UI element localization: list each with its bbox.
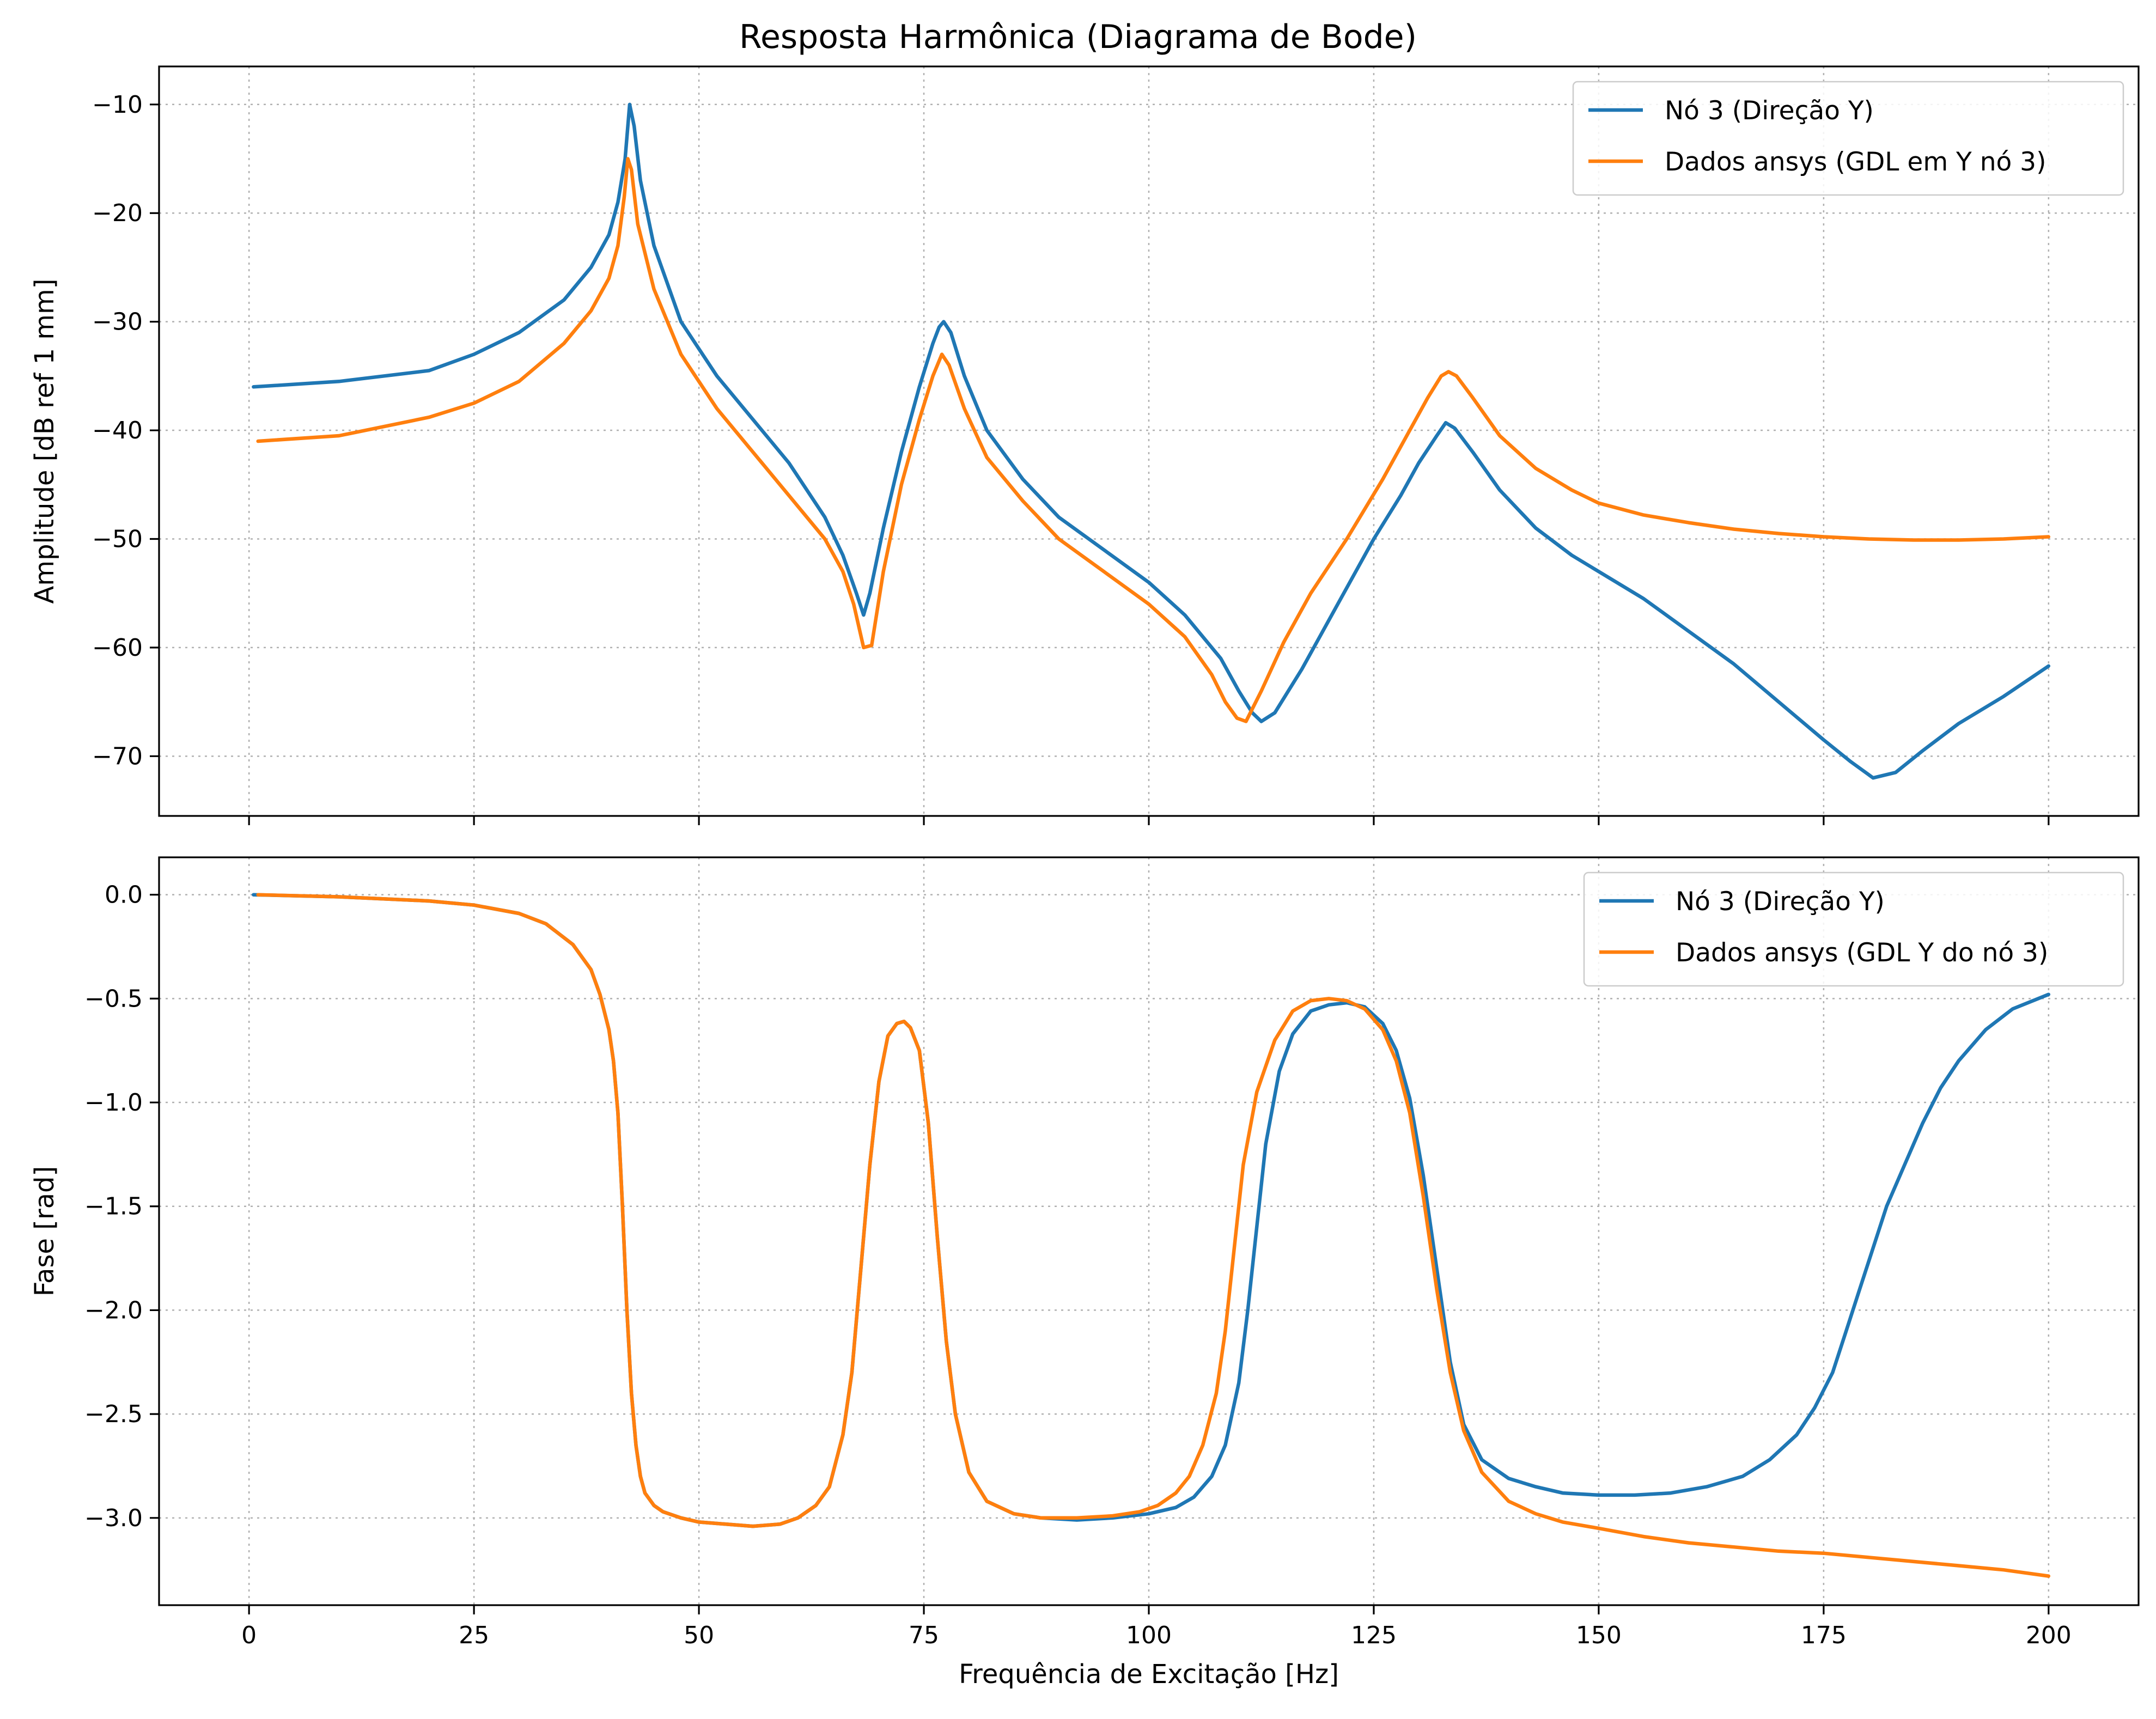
y-tick-label: −1.5 <box>84 1193 143 1221</box>
y-tick-label: −3.0 <box>84 1504 143 1532</box>
y-tick-label: −2.5 <box>84 1400 143 1428</box>
figure-title: Resposta Harmônica (Diagrama de Bode) <box>739 18 1417 56</box>
y-tick-label: −0.5 <box>84 985 143 1013</box>
y-axis-label: Fase [rad] <box>29 1166 60 1296</box>
y-tick-label: 0.0 <box>105 881 143 909</box>
x-tick-label: 125 <box>1351 1622 1397 1649</box>
y-tick-label: −30 <box>92 308 143 336</box>
legend: Nó 3 (Direção Y) Dados ansys (GDL em Y nó… <box>1572 81 2124 196</box>
series-line-2 <box>256 893 2051 1578</box>
legend-label-1: Nó 3 (Direção Y) <box>1676 887 1885 917</box>
x-tick-label: 100 <box>1126 1622 1172 1649</box>
y-tick-label: −50 <box>92 525 143 553</box>
y-axis-label: Amplitude [dB ref 1 mm] <box>29 278 60 604</box>
series-line-1 <box>252 102 2051 780</box>
legend-label-2: Dados ansys (GDL Y do nó 3) <box>1676 938 2048 968</box>
y-tick-label: −20 <box>92 199 143 227</box>
x-tick-label: 50 <box>684 1622 714 1649</box>
legend-frame <box>1583 871 2124 987</box>
x-tick-label: 0 <box>241 1622 257 1649</box>
y-tick-label: −70 <box>92 742 143 770</box>
y-tick-label: −60 <box>92 634 143 662</box>
y-tick-label: −10 <box>92 91 143 119</box>
legend-label-1: Nó 3 (Direção Y) <box>1665 96 1874 126</box>
y-tick-label: −1.0 <box>84 1089 143 1117</box>
y-tick-label: −2.0 <box>84 1296 143 1324</box>
x-tick-label: 175 <box>1801 1622 1847 1649</box>
series-line-2 <box>256 157 2051 723</box>
legend-label-2: Dados ansys (GDL em Y nó 3) <box>1665 147 2046 177</box>
x-tick-label: 200 <box>2026 1622 2072 1649</box>
x-axis-label: Frequência de Excitação [Hz] <box>959 1659 1339 1690</box>
x-tick-label: 75 <box>909 1622 939 1649</box>
series-line-1 <box>252 893 2051 1528</box>
legend-frame <box>1572 81 2124 196</box>
x-tick-label: 150 <box>1576 1622 1622 1649</box>
x-tick-label: 25 <box>459 1622 489 1649</box>
legend: Nó 3 (Direção Y) Dados ansys (GDL Y do nó… <box>1583 871 2124 987</box>
phase-panel: 0 25 50 75 100 125 150 175 200 0.0 −0.5 −1.0 −1.5 −2.… <box>29 856 2140 1690</box>
y-tick-label: −40 <box>92 417 143 444</box>
amplitude-panel: −10 −20 −30 −40 −50 −60 −70 Amplitude [dB ref 1… <box>29 65 2140 825</box>
